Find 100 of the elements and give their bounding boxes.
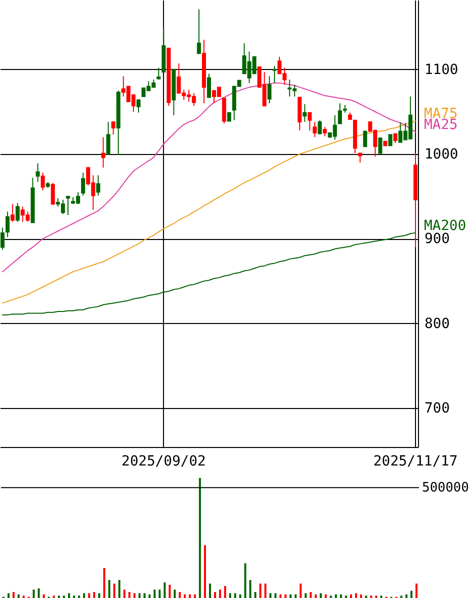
candlestick (318, 120, 322, 134)
candlestick (81, 172, 86, 196)
candlestick (0, 227, 5, 250)
bar (224, 586, 226, 598)
candlestick (322, 126, 327, 137)
candlestick (50, 182, 55, 206)
x-tick-label: 2025/11/17 (373, 454, 458, 470)
bar (284, 594, 287, 598)
bar (42, 594, 45, 598)
candlestick (136, 99, 141, 114)
line-series (2, 232, 416, 316)
y-tick-label: 800 (424, 316, 450, 332)
bar (214, 592, 216, 598)
bar (168, 584, 171, 598)
bar (133, 593, 136, 598)
candlestick (16, 202, 20, 222)
candlestick (106, 121, 110, 155)
candlestick (338, 102, 342, 124)
bar (88, 593, 90, 598)
bar (360, 594, 362, 598)
bar (178, 592, 181, 598)
y-tick-label: 1000 (424, 146, 458, 163)
bar (38, 588, 40, 598)
bar (264, 584, 266, 598)
bar (274, 593, 276, 598)
candlestick (206, 73, 212, 98)
bar (93, 592, 96, 598)
bar (123, 590, 126, 598)
candlestick (111, 121, 116, 136)
candlestick (101, 136, 106, 168)
bar (320, 593, 322, 598)
bar (174, 590, 176, 598)
y-tick-label: 700 (424, 400, 450, 417)
candlestick (363, 130, 368, 147)
candlestick (388, 134, 392, 146)
line-series (2, 82, 416, 272)
bar (148, 594, 151, 598)
bar (194, 594, 196, 598)
candlestick (6, 211, 10, 238)
bar (334, 594, 337, 598)
bar (128, 592, 130, 598)
bar (18, 594, 20, 598)
bar (164, 582, 166, 598)
bar (410, 590, 412, 598)
series-label: MA200 (424, 218, 466, 234)
candlestick (267, 76, 272, 104)
text: 500000 (422, 480, 469, 496)
bar (405, 594, 408, 598)
candlestick (10, 204, 15, 222)
bar (300, 584, 302, 598)
candlestick (378, 137, 382, 154)
bar (350, 594, 352, 598)
bar (204, 545, 206, 598)
candlestick (222, 98, 226, 124)
bar (209, 584, 211, 598)
bar (32, 590, 35, 598)
candlestick (40, 172, 45, 191)
bar (144, 593, 146, 598)
bar (98, 593, 100, 598)
candlestick (393, 133, 398, 144)
candlestick (66, 196, 70, 216)
bar (244, 563, 246, 598)
bar (229, 593, 232, 598)
bar (290, 594, 292, 598)
bar (324, 594, 327, 598)
bar (103, 568, 106, 598)
bar (269, 593, 272, 598)
bar (249, 580, 252, 598)
bar (108, 580, 110, 598)
bar (415, 584, 418, 598)
bar (294, 594, 297, 598)
candlestick (358, 152, 362, 164)
bar (259, 584, 262, 598)
bar (118, 580, 120, 598)
candlestick (302, 104, 307, 122)
bar (304, 593, 307, 598)
y-tick-label: 1100 (424, 62, 458, 78)
bar (239, 594, 242, 598)
bar (198, 478, 201, 598)
candlestick (96, 174, 100, 196)
candlestick (312, 121, 317, 138)
y-tick-label: 900 (424, 231, 450, 248)
bar (138, 593, 140, 598)
bar (8, 593, 10, 598)
bar (12, 592, 15, 598)
bar (310, 592, 312, 598)
bar (68, 593, 70, 598)
bar (113, 584, 116, 598)
bar (83, 593, 86, 598)
bar (254, 592, 256, 598)
bar (340, 594, 342, 598)
bar (158, 590, 161, 598)
candlestick (272, 66, 276, 84)
candlestick (196, 8, 201, 55)
bar (314, 594, 317, 598)
bar (280, 594, 282, 598)
bar (154, 590, 156, 598)
bar (219, 590, 222, 598)
x-tick-label: 2025/09/02 (122, 454, 206, 470)
candlestick (36, 162, 40, 183)
